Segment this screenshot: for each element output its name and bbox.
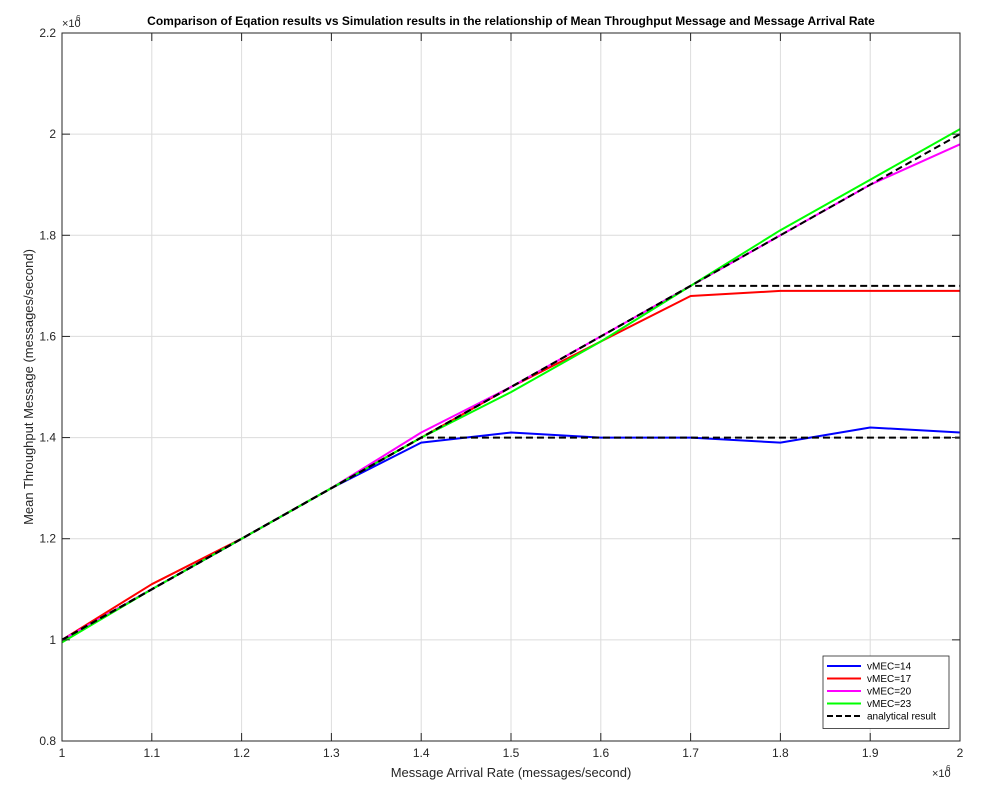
- y-exponent-base: ×10: [62, 18, 81, 30]
- y-exponent-power: 6: [76, 14, 81, 23]
- x-tick-label: 1.1: [143, 746, 160, 760]
- y-tick-label: 2: [49, 127, 56, 141]
- x-tick-label: 1.4: [413, 746, 430, 760]
- x-tick-label: 2: [957, 746, 964, 760]
- y-tick-label: 1.6: [39, 329, 56, 343]
- x-tick-label: 1: [59, 746, 66, 760]
- x-axis-exponent: ×10 6: [932, 764, 951, 780]
- legend-box: [822, 655, 950, 729]
- x-tick-label: 1.7: [682, 746, 699, 760]
- y-tick-label: 1.8: [39, 228, 56, 242]
- legend-label-vmec-14: vMEC=14: [867, 662, 912, 673]
- series-layer: [61, 128, 961, 644]
- y-tick-label: 1.4: [39, 431, 56, 445]
- legend-label-analytical-result: analytical result: [867, 712, 936, 723]
- chart-title: Comparison of Eqation results vs Simulat…: [147, 14, 875, 28]
- y-tick-label: 2.2: [39, 26, 56, 40]
- x-exponent-base: ×10: [932, 768, 951, 780]
- x-tick-label: 1.6: [592, 746, 609, 760]
- legend-label-vmec-20: vMEC=20: [867, 687, 912, 698]
- y-tick-label: 1.2: [39, 532, 56, 546]
- y-axis-exponent: ×10 6: [62, 14, 81, 30]
- y-tick-label: 0.8: [39, 734, 56, 748]
- x-tick-label: 1.9: [862, 746, 879, 760]
- legend-label-vmec-23: vMEC=23: [867, 699, 912, 710]
- x-tick-label: 1.2: [233, 746, 250, 760]
- x-exponent-power: 6: [946, 764, 951, 773]
- x-tick-label: 1.5: [503, 746, 520, 760]
- x-tick-label: 1.8: [772, 746, 789, 760]
- x-tick-label: 1.3: [323, 746, 340, 760]
- series-line-analytical-result: [61, 133, 961, 641]
- axis-ticks: 1 1.1 1.2 1.3 1.4 1.5 1.6 1.7 1.8 1.9 20.811.21.41…: [39, 26, 963, 760]
- y-tick-label: 1: [49, 633, 56, 647]
- y-axis-label: Mean Throughput Message (messages/second…: [21, 249, 36, 525]
- x-axis-label: Message Arrival Rate (messages/second): [391, 765, 632, 780]
- legend-label-vmec-17: vMEC=17: [867, 674, 912, 685]
